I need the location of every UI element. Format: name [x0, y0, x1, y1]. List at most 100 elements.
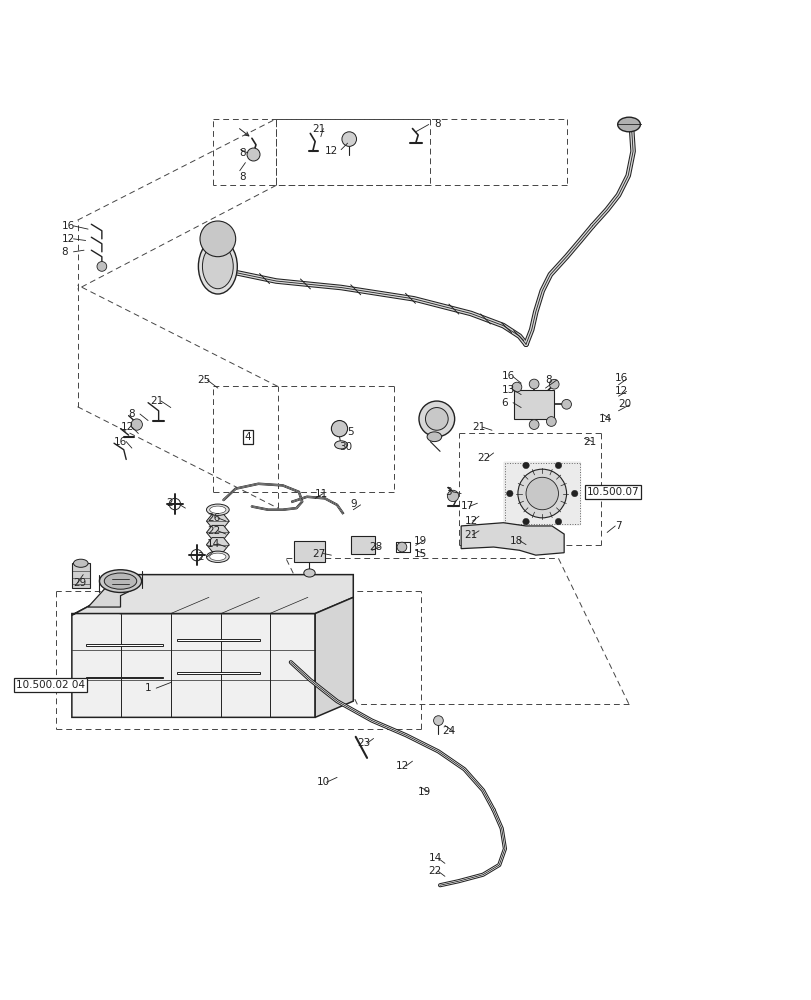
Circle shape — [517, 469, 566, 518]
Text: 8: 8 — [239, 148, 246, 158]
Circle shape — [506, 490, 513, 497]
Text: 25: 25 — [196, 375, 210, 385]
Circle shape — [200, 221, 235, 257]
Text: 11: 11 — [315, 489, 328, 499]
Text: 16: 16 — [501, 371, 514, 381]
Circle shape — [97, 262, 106, 271]
Circle shape — [522, 462, 529, 469]
Circle shape — [526, 477, 558, 510]
Bar — [85, 644, 162, 646]
Text: 12: 12 — [120, 422, 134, 432]
Circle shape — [131, 419, 142, 430]
Text: 13: 13 — [501, 385, 514, 395]
Text: 23: 23 — [357, 738, 370, 748]
Text: 12: 12 — [615, 386, 628, 396]
Circle shape — [571, 490, 577, 497]
Text: 2: 2 — [166, 498, 174, 508]
Text: 10: 10 — [316, 777, 329, 787]
Circle shape — [555, 518, 561, 525]
Polygon shape — [88, 575, 136, 607]
Circle shape — [425, 408, 448, 430]
Text: 15: 15 — [414, 549, 427, 559]
Text: 22: 22 — [207, 526, 221, 536]
Polygon shape — [71, 589, 315, 717]
Ellipse shape — [303, 569, 315, 577]
Bar — [350, 536, 375, 554]
Ellipse shape — [104, 573, 136, 589]
Text: 18: 18 — [509, 536, 522, 546]
Text: 22: 22 — [477, 453, 490, 463]
Circle shape — [529, 420, 539, 429]
Text: 14: 14 — [599, 414, 611, 424]
Text: 16: 16 — [62, 221, 75, 231]
Text: 20: 20 — [618, 399, 631, 409]
Text: 22: 22 — [428, 866, 441, 876]
Text: 8: 8 — [62, 247, 68, 257]
Circle shape — [522, 518, 529, 525]
Ellipse shape — [209, 553, 225, 560]
Text: 12: 12 — [62, 234, 75, 244]
Polygon shape — [206, 514, 229, 528]
Text: 8: 8 — [239, 172, 246, 182]
Text: 2: 2 — [196, 552, 203, 562]
Text: 27: 27 — [312, 549, 325, 559]
Bar — [71, 563, 89, 588]
Circle shape — [397, 542, 406, 552]
Text: 12: 12 — [324, 146, 337, 156]
Text: 12: 12 — [396, 761, 409, 771]
Ellipse shape — [99, 570, 141, 592]
Polygon shape — [315, 597, 353, 717]
Ellipse shape — [206, 551, 229, 562]
Circle shape — [247, 148, 260, 161]
Circle shape — [529, 379, 539, 389]
Ellipse shape — [334, 441, 347, 449]
Polygon shape — [513, 390, 554, 419]
Text: 7: 7 — [615, 521, 621, 531]
Text: 6: 6 — [501, 398, 508, 408]
Text: 24: 24 — [442, 726, 455, 736]
Circle shape — [555, 462, 561, 469]
Bar — [177, 672, 260, 674]
Text: 21: 21 — [312, 124, 325, 134]
Polygon shape — [206, 538, 229, 552]
Text: 28: 28 — [369, 542, 382, 552]
Polygon shape — [461, 523, 564, 555]
Circle shape — [341, 132, 356, 146]
Bar — [85, 677, 162, 678]
Text: 16: 16 — [114, 437, 127, 447]
Circle shape — [433, 716, 443, 725]
Text: 8: 8 — [128, 409, 135, 419]
Circle shape — [447, 490, 458, 502]
Ellipse shape — [202, 244, 233, 289]
Text: 19: 19 — [418, 787, 431, 797]
Text: 19: 19 — [414, 536, 427, 546]
Ellipse shape — [206, 504, 229, 515]
FancyBboxPatch shape — [503, 461, 581, 526]
Text: 21: 21 — [582, 437, 595, 447]
Text: 8: 8 — [434, 119, 440, 129]
Text: 8: 8 — [545, 375, 551, 385]
Circle shape — [512, 382, 521, 392]
Text: 9: 9 — [350, 499, 357, 509]
Bar — [177, 639, 260, 641]
Text: 14: 14 — [207, 539, 221, 549]
Text: 26: 26 — [207, 513, 221, 523]
Text: 21: 21 — [472, 422, 485, 432]
Ellipse shape — [198, 239, 237, 294]
Text: 10.500.07: 10.500.07 — [586, 487, 638, 497]
Bar — [294, 541, 324, 562]
Text: 1: 1 — [144, 683, 152, 693]
Text: 14: 14 — [428, 853, 441, 863]
Text: 10.500.02 04: 10.500.02 04 — [16, 680, 85, 690]
Text: 12: 12 — [464, 516, 477, 526]
Text: 21: 21 — [150, 396, 164, 406]
Text: 3: 3 — [444, 487, 451, 497]
Text: 4: 4 — [244, 432, 251, 442]
Text: 17: 17 — [461, 501, 474, 511]
Circle shape — [331, 421, 347, 437]
Polygon shape — [206, 525, 229, 539]
Polygon shape — [71, 575, 353, 615]
Circle shape — [561, 399, 571, 409]
Ellipse shape — [617, 117, 640, 132]
Circle shape — [418, 401, 454, 437]
